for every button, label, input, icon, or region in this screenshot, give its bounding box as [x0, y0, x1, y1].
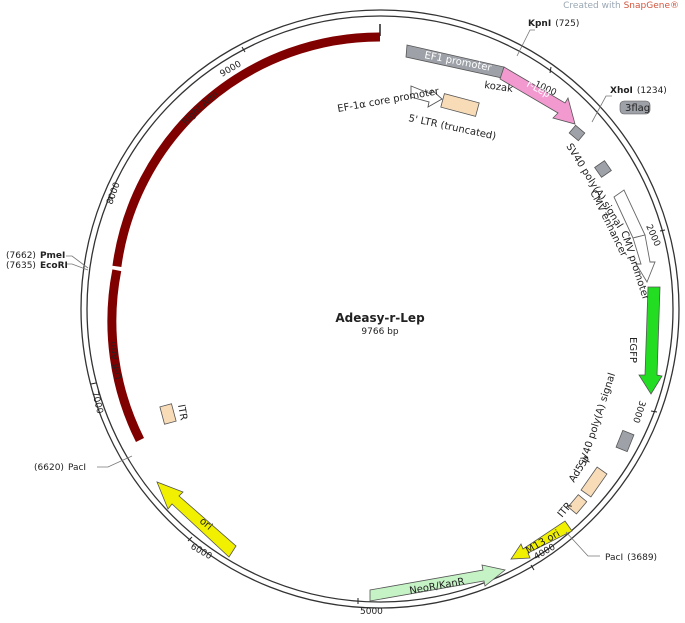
- tick-9000: [241, 46, 246, 53]
- right-arm-feature: [112, 32, 381, 268]
- pmei-leader: [66, 255, 89, 269]
- tick-8000: [107, 196, 114, 200]
- tick-labels: 1000 2000 3000 4000 5000 6000 7000 8000 …: [89, 59, 662, 617]
- restriction-sites: KpnI (725) XhoI (1234) PacI (3689) (6620) Pa…: [6, 19, 667, 563]
- xhoi-leader: [591, 95, 612, 123]
- m13-ori-feature: [510, 520, 573, 560]
- sv40-polya-1-label: SV40 poly(A) signal: [563, 142, 624, 231]
- itr-right-feature: [567, 494, 588, 515]
- tick-3000: [650, 410, 658, 413]
- snapgene-credit: Created with SnapGene®: [563, 1, 679, 11]
- sv40-polya-2-feature: [615, 429, 635, 453]
- tick-label-6000: 6000: [189, 542, 214, 562]
- tick-2000: [659, 229, 666, 232]
- cmv-promoter-feature: [632, 234, 656, 284]
- plasmid-length: 9766 bp: [361, 327, 398, 337]
- pmei-site: (7662) PmeI: [6, 251, 65, 261]
- paci-6620-leader: [97, 455, 133, 468]
- left-arm-label: Left Arm: [109, 341, 125, 380]
- tick-label-3000: 3000: [630, 399, 647, 424]
- sv40-polya-2-label: SV40 poly(A) signal: [577, 372, 618, 468]
- ltr-label: 5' LTR (truncated): [407, 113, 497, 142]
- ori-feature: [156, 481, 237, 558]
- r-lep-feature: [499, 66, 576, 125]
- tick-1000: [549, 66, 552, 74]
- ef1-promoter-label: EF1 promoter: [423, 50, 493, 74]
- plasmid-name: Adeasy-r-Lep: [335, 311, 425, 325]
- egfp-label: EGFP: [627, 337, 638, 363]
- inner-ring: [86, 15, 674, 603]
- ad5-psi-feature: [580, 466, 608, 498]
- kpni-leader: [516, 29, 535, 57]
- tick-label-7000: 7000: [89, 390, 104, 415]
- 3flag-feature: [568, 124, 586, 142]
- paci-3689-leader: [565, 531, 600, 557]
- itr-left-label: ITR: [175, 404, 189, 422]
- right-arm-label: Right Arm: [181, 90, 221, 128]
- sv40-polya-1-feature: [594, 160, 612, 178]
- tick-6000: [187, 536, 193, 542]
- itr-left-feature: [159, 403, 177, 425]
- ecori-site: (7635) EcoRI: [6, 261, 68, 271]
- paci-3689-site: PacI (3689): [605, 553, 657, 563]
- kozak-label: kozak: [484, 80, 514, 95]
- left-arm-feature: [107, 269, 145, 443]
- ltr-feature: [440, 93, 480, 117]
- ef1a-core-promoter-feature: [410, 85, 443, 108]
- 3flag-label: 3flag: [625, 103, 650, 114]
- egfp-feature: [638, 286, 663, 395]
- tick-label-5000: 5000: [360, 607, 383, 617]
- tick-7000: [90, 382, 97, 385]
- paci-6620-site: (6620) PacI: [34, 463, 86, 473]
- credit-prefix: Created with: [563, 1, 621, 11]
- ecori-leader: [66, 263, 89, 271]
- outer-ring: [80, 9, 680, 609]
- xhoi-site: XhoI (1234): [610, 86, 667, 96]
- 3flag-tag: [619, 100, 651, 115]
- kpni-site: KpnI (725): [528, 19, 579, 29]
- tick-marks: [90, 46, 666, 604]
- tick-4000: [530, 564, 535, 571]
- neor-kanr-feature: [369, 564, 506, 602]
- credit-brand: SnapGene®: [623, 1, 679, 11]
